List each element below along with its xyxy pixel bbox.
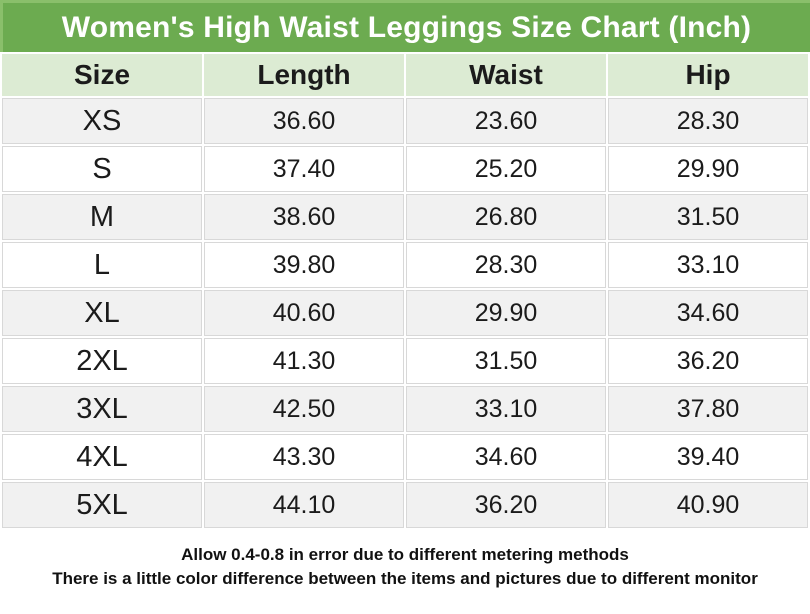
waist-cell: 26.80 <box>406 194 606 240</box>
note-error-tolerance: Allow 0.4-0.8 in error due to different … <box>181 545 629 564</box>
hip-cell: 31.50 <box>608 194 808 240</box>
column-header-hip: Hip <box>608 54 808 96</box>
table-row: 4XL 43.30 34.60 39.40 <box>2 434 808 480</box>
length-cell: 38.60 <box>204 194 404 240</box>
size-chart-header: Size Length Waist Hip <box>2 54 808 96</box>
length-cell: 41.30 <box>204 338 404 384</box>
size-cell: M <box>2 194 202 240</box>
size-cell: 5XL <box>2 482 202 528</box>
waist-cell: 29.90 <box>406 290 606 336</box>
hip-cell: 34.60 <box>608 290 808 336</box>
table-row: XL 40.60 29.90 34.60 <box>2 290 808 336</box>
size-cell: L <box>2 242 202 288</box>
table-row: S 37.40 25.20 29.90 <box>2 146 808 192</box>
column-header-waist: Waist <box>406 54 606 96</box>
note-color-difference: There is a little color difference betwe… <box>52 569 758 588</box>
length-cell: 37.40 <box>204 146 404 192</box>
hip-cell: 36.20 <box>608 338 808 384</box>
waist-cell: 28.30 <box>406 242 606 288</box>
length-cell: 44.10 <box>204 482 404 528</box>
hip-cell: 37.80 <box>608 386 808 432</box>
chart-title: Women's High Waist Leggings Size Chart (… <box>61 10 752 44</box>
size-chart-table: Size Length Waist Hip XS 36.60 23.60 28.30 S… <box>0 52 810 530</box>
table-row: XS 36.60 23.60 28.30 <box>2 98 808 144</box>
length-cell: 39.80 <box>204 242 404 288</box>
table-row: 5XL 44.10 36.20 40.90 <box>2 482 808 528</box>
table-row: L 39.80 28.30 33.10 <box>2 242 808 288</box>
size-chart-body: XS 36.60 23.60 28.30 S 37.40 25.20 29.90 M 38.60 2… <box>2 98 808 528</box>
hip-cell: 28.30 <box>608 98 808 144</box>
footer-notes: Allow 0.4-0.8 in error due to different … <box>0 530 810 591</box>
waist-cell: 34.60 <box>406 434 606 480</box>
column-header-length: Length <box>204 54 404 96</box>
length-cell: 42.50 <box>204 386 404 432</box>
chart-title-bar: Women's High Waist Leggings Size Chart (… <box>0 0 810 52</box>
waist-cell: 23.60 <box>406 98 606 144</box>
table-row: 3XL 42.50 33.10 37.80 <box>2 386 808 432</box>
hip-cell: 39.40 <box>608 434 808 480</box>
column-header-size: Size <box>2 54 202 96</box>
size-cell: 4XL <box>2 434 202 480</box>
waist-cell: 25.20 <box>406 146 606 192</box>
waist-cell: 36.20 <box>406 482 606 528</box>
hip-cell: 40.90 <box>608 482 808 528</box>
waist-cell: 33.10 <box>406 386 606 432</box>
table-row: 2XL 41.30 31.50 36.20 <box>2 338 808 384</box>
hip-cell: 29.90 <box>608 146 808 192</box>
size-cell: 2XL <box>2 338 202 384</box>
size-cell: 3XL <box>2 386 202 432</box>
hip-cell: 33.10 <box>608 242 808 288</box>
size-cell: XL <box>2 290 202 336</box>
waist-cell: 31.50 <box>406 338 606 384</box>
length-cell: 40.60 <box>204 290 404 336</box>
size-cell: S <box>2 146 202 192</box>
table-row: M 38.60 26.80 31.50 <box>2 194 808 240</box>
length-cell: 36.60 <box>204 98 404 144</box>
header-row: Size Length Waist Hip <box>2 54 808 96</box>
size-cell: XS <box>2 98 202 144</box>
length-cell: 43.30 <box>204 434 404 480</box>
